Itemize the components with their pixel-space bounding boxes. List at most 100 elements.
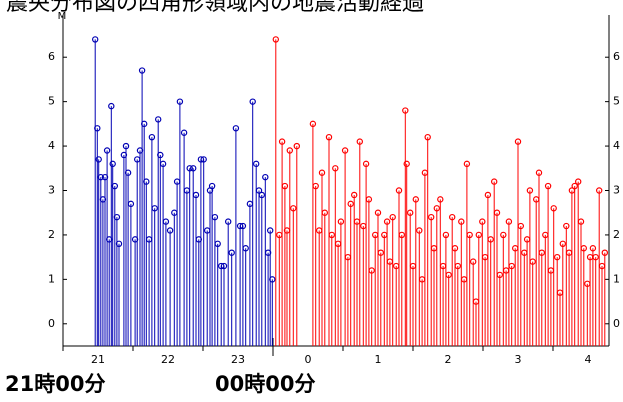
stem-marker — [103, 147, 111, 154]
y2-tick-label: 3 — [613, 183, 620, 196]
stem-marker — [214, 240, 221, 248]
stem-marker — [517, 222, 525, 230]
stem-marker — [162, 218, 170, 225]
stem-marker — [186, 165, 193, 172]
y-tick-label: 2 — [48, 228, 55, 241]
stem-marker — [580, 245, 588, 252]
stem-marker — [445, 271, 452, 279]
stem-marker — [249, 98, 256, 105]
stem-marker — [526, 187, 534, 194]
y-tick-label: 3 — [48, 183, 55, 196]
stem-marker — [571, 182, 578, 190]
stem-marker — [493, 209, 501, 216]
y2-tick-label: 6 — [613, 50, 620, 63]
stem-marker — [395, 187, 403, 194]
stem-marker — [538, 249, 546, 256]
stem-marker — [220, 262, 228, 270]
stem-marker — [200, 156, 207, 163]
stem-marker — [124, 169, 132, 176]
stem-marker — [347, 200, 354, 208]
stem-marker — [596, 187, 603, 194]
stem-marker — [601, 249, 609, 256]
stem-marker — [108, 102, 115, 110]
stem-marker — [224, 218, 232, 225]
stem-marker — [356, 138, 363, 145]
y-tick-label: 1 — [48, 272, 55, 285]
stem-marker — [332, 165, 339, 172]
stem-marker — [449, 213, 456, 221]
stem-marker — [475, 231, 482, 239]
stem-marker — [424, 133, 431, 141]
stem-marker — [505, 218, 513, 225]
x-tick-label: 4 — [585, 353, 592, 366]
stem-marker — [151, 205, 158, 212]
stem-marker — [91, 36, 99, 43]
stem-marker — [321, 209, 328, 216]
y-tick-label: 0 — [48, 317, 55, 330]
stem-marker — [115, 240, 123, 248]
stem-marker — [500, 231, 507, 239]
stem-marker — [487, 236, 494, 243]
x-tick-label: 3 — [515, 353, 522, 366]
stem-marker — [267, 227, 274, 234]
x-tick-label: 2 — [445, 353, 452, 366]
stem-marker — [466, 231, 473, 239]
stem-marker — [143, 178, 150, 185]
y2-tick-label: 1 — [613, 272, 620, 285]
stem-marker — [412, 196, 419, 203]
stem-marker — [529, 258, 536, 265]
stem-marker — [398, 231, 405, 239]
stem-marker — [113, 213, 121, 221]
stem-marker — [154, 116, 162, 123]
y-tick-label: 6 — [48, 50, 55, 63]
stem-marker — [491, 178, 498, 185]
stem-marker — [109, 160, 116, 168]
stem-marker — [97, 173, 105, 181]
stem-marker — [281, 182, 289, 190]
stem-marker — [437, 196, 444, 203]
stem-marker — [589, 245, 597, 252]
stem-marker — [272, 36, 279, 43]
x-tick-label: 22 — [161, 353, 175, 366]
stem-marker — [383, 218, 391, 225]
stem-marker — [575, 178, 582, 185]
stem-marker — [138, 67, 146, 74]
y-axis-label: M — [58, 11, 67, 22]
stem-marker — [94, 125, 101, 132]
stem-marker — [180, 129, 188, 136]
stem-marker — [293, 142, 300, 150]
stem-marker — [362, 160, 370, 168]
stem-marker — [403, 160, 410, 168]
stem-marker — [463, 160, 471, 168]
stem-marker — [554, 253, 561, 261]
stem-marker — [484, 191, 492, 199]
stem-marker — [535, 169, 543, 176]
annotation: 21時00分 — [5, 372, 105, 396]
stem-marker — [111, 182, 119, 190]
stem-marker — [192, 191, 200, 199]
stem-marker — [286, 147, 293, 154]
stem-marker — [262, 173, 269, 181]
stem-marker — [479, 218, 486, 225]
stem-marker — [368, 267, 375, 274]
stem-marker — [157, 151, 164, 159]
stem-marker — [428, 213, 435, 221]
stem-marker — [253, 160, 260, 168]
y2-tick-label: 2 — [613, 228, 620, 241]
x-tick-label: 23 — [231, 353, 245, 366]
stem-marker — [514, 138, 522, 145]
stem-marker — [127, 200, 135, 208]
y-tick-label: 4 — [48, 139, 55, 152]
stem-marker — [454, 262, 461, 270]
stem-marker — [341, 147, 349, 154]
stem-marker — [351, 191, 358, 199]
stem-marker — [95, 156, 102, 163]
stem-marker — [166, 227, 174, 234]
stem-marker — [159, 160, 167, 168]
x-tick-label: 0 — [305, 353, 312, 366]
stem-marker — [208, 182, 216, 190]
stem-marker — [255, 187, 263, 194]
stem-marker — [325, 133, 333, 141]
stem-marker — [402, 107, 409, 114]
y2-tick-label: 5 — [613, 95, 620, 108]
